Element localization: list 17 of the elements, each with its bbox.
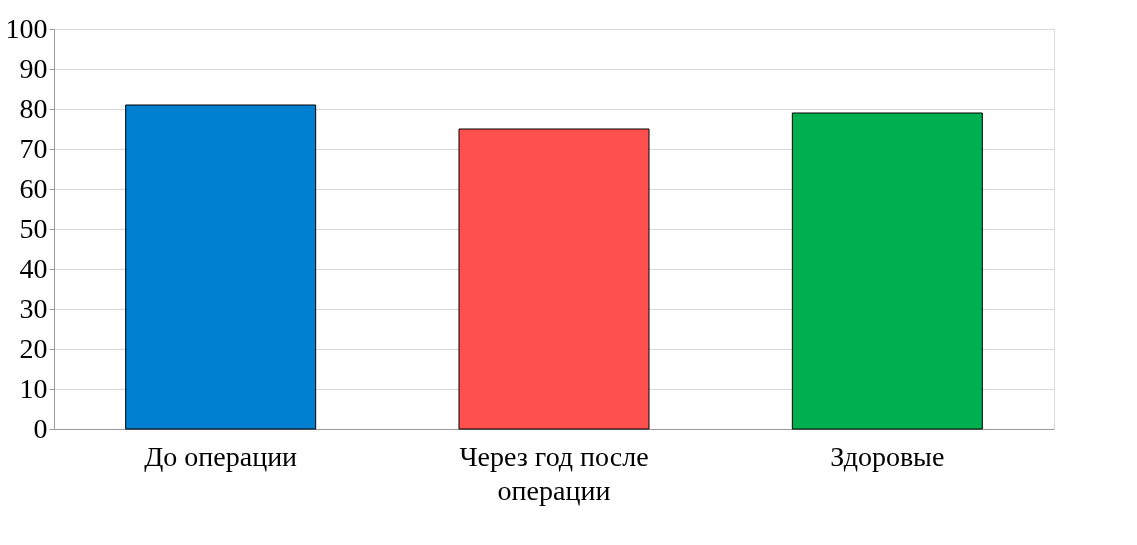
y-tick-label: 60 [19, 172, 48, 204]
y-tick-label: 0 [33, 412, 48, 444]
bar [458, 128, 650, 430]
y-tick-label: 70 [19, 132, 48, 164]
y-tick-label: 90 [19, 52, 48, 84]
y-tick-label: 40 [19, 252, 48, 284]
y-tick-label: 10 [19, 372, 48, 404]
y-tick-label: 30 [19, 292, 48, 324]
y-tick-label: 80 [19, 92, 48, 124]
bar [125, 104, 317, 430]
x-tick-label: До операции [144, 440, 298, 472]
x-tick-label: Здоровые [830, 440, 945, 472]
x-tick-label: Через год после операции [459, 440, 649, 506]
y-tick-label: 20 [19, 332, 48, 364]
y-tick-label: 50 [19, 212, 48, 244]
bar [791, 112, 983, 430]
y-tick-label: 100 [5, 12, 48, 44]
